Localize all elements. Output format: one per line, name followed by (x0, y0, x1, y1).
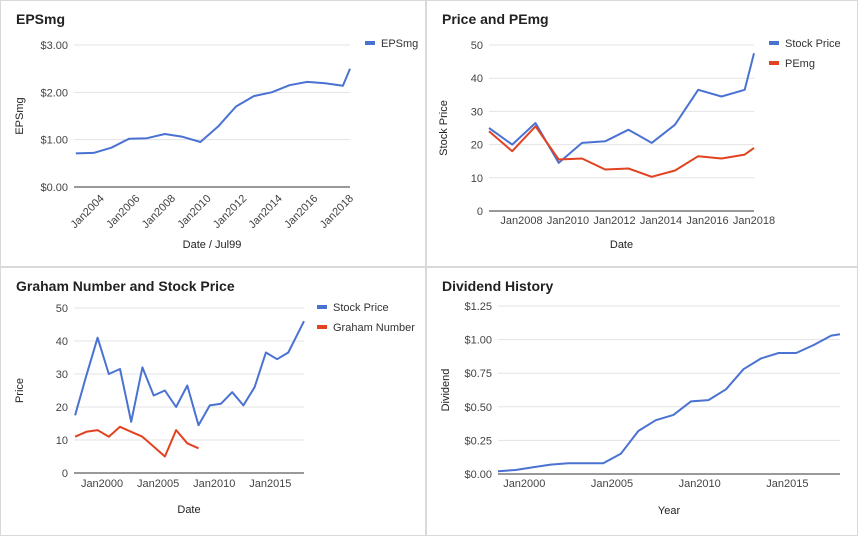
y-tick-label: $0.75 (464, 368, 492, 380)
series-line (74, 320, 305, 427)
x-tick-label: Jan2000 (503, 478, 545, 490)
y-axis-title: EPSmg (14, 97, 26, 134)
legend-label: EPSmg (381, 38, 418, 50)
chart-panel-price-pemg: Price and PEmg 0 10 20 30 40 50 Jan2008 Jan2010… (427, 1, 857, 266)
chart-price-pemg: 0 10 20 30 40 50 Jan2008 Jan2010 Jan2012 Jan2014 J… (438, 38, 841, 251)
x-tick-label: Jan2016 (282, 193, 320, 231)
x-tick-label: Jan2015 (766, 478, 808, 490)
x-tick-label: Jan2014 (640, 215, 682, 227)
x-tick-label: Jan2010 (193, 478, 235, 490)
x-tick-label: Jan2010 (547, 215, 589, 227)
y-axis-title: Dividend (440, 369, 452, 412)
chart-epsmg: $0.00 $1.00 $2.00 $3.00 Jan2004Jan2006Jan200… (14, 38, 418, 251)
legend-swatch (317, 325, 327, 329)
x-axis-title: Date (177, 504, 200, 516)
y-tick-label: $1.00 (464, 335, 492, 347)
y-tick-label: 30 (56, 369, 68, 381)
x-axis-title: Date / Jul99 (183, 239, 242, 251)
y-tick-label: $1.00 (40, 135, 68, 147)
y-axis-title: Stock Price (438, 100, 450, 156)
x-tick-label: Jan2005 (137, 478, 179, 490)
y-tick-label: 50 (471, 40, 483, 52)
x-tick-label: Jan2006 (104, 193, 142, 231)
series-line (488, 125, 755, 178)
chart-panel-graham: Graham Number and Stock Price 0 10 20 30 40 5… (1, 268, 425, 535)
y-tick-label: $0.00 (464, 469, 492, 481)
x-tick-label: Jan2018 (318, 193, 356, 231)
legend-label: Graham Number (333, 322, 415, 334)
legend-swatch (769, 61, 779, 65)
y-tick-label: 20 (56, 402, 68, 414)
chart-title: Price and PEmg (442, 11, 549, 27)
y-tick-label: 0 (62, 468, 68, 480)
x-tick-label: Jan2008 (500, 215, 542, 227)
y-tick-label: $0.50 (464, 402, 492, 414)
y-tick-label: $1.25 (464, 301, 492, 313)
y-tick-label: 50 (56, 303, 68, 315)
chart-panel-dividend: Dividend History $0.00 $0.25 $0.50 $0.75 $1.… (427, 268, 857, 535)
series-line (75, 68, 351, 155)
x-axis-title: Date (610, 239, 633, 251)
x-tick-label: Jan2010 (679, 478, 721, 490)
chart-title: Dividend History (442, 278, 554, 294)
chart-title: Graham Number and Stock Price (16, 278, 235, 294)
y-tick-label: $0.25 (464, 435, 492, 447)
x-axis-title: Year (658, 505, 681, 517)
y-tick-label: 40 (56, 336, 68, 348)
x-tick-label: Jan2004 (68, 193, 106, 231)
y-tick-label: 0 (477, 206, 483, 218)
x-tick-label: Jan2000 (81, 478, 123, 490)
legend-swatch (317, 305, 327, 309)
chart-title: EPSmg (16, 11, 66, 27)
x-tick-label: Jan2018 (733, 215, 775, 227)
chart-panel-epsmg: EPSmg $0.00 $1.00 $2.00 $3.00 Jan2004 Jan2006… (1, 1, 425, 266)
x-tick-label: Jan2016 (686, 215, 728, 227)
x-tick-label: Jan2005 (591, 478, 633, 490)
legend-label: Stock Price (333, 302, 389, 314)
chart-graham: 0 10 20 30 40 50 Jan2000 Jan2005 Jan2010 Jan2015 D… (14, 302, 415, 516)
y-tick-label: 20 (471, 140, 483, 152)
y-tick-label: $0.00 (40, 182, 68, 194)
legend-swatch (769, 41, 779, 45)
y-tick-label: 30 (471, 106, 483, 118)
y-tick-label: 10 (471, 173, 483, 185)
x-tick-label: Jan2010 (175, 193, 213, 231)
x-tick-label: Jan2014 (247, 193, 285, 231)
x-tick-label: Jan2012 (593, 215, 635, 227)
y-axis-title: Price (14, 378, 26, 403)
y-tick-label: $2.00 (40, 87, 68, 99)
chart-dividend: $0.00 $0.25 $0.50 $0.75 $1.00 $1.25 Jan2000 Jan… (440, 301, 841, 517)
legend-label: Stock Price (785, 38, 841, 50)
x-tick-label: Jan2015 (249, 478, 291, 490)
series-line (74, 425, 199, 458)
series-line (488, 53, 755, 164)
x-tick-label: Jan2012 (211, 193, 249, 231)
x-tick-label: Jan2008 (140, 193, 178, 231)
y-tick-label: 10 (56, 435, 68, 447)
y-tick-label: $3.00 (40, 40, 68, 52)
legend-label: PEmg (785, 58, 815, 70)
series-line (497, 333, 841, 473)
legend-swatch (365, 41, 375, 45)
y-tick-label: 40 (471, 73, 483, 85)
